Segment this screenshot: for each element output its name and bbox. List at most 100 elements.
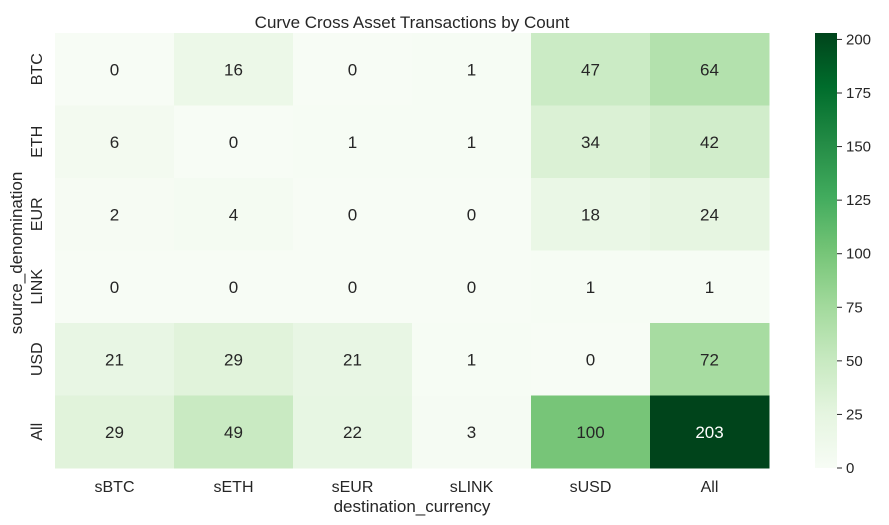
heatmap-cell [650,33,770,106]
colorbar-tick-label: 50 [846,353,863,370]
heatmap-cell [293,395,413,469]
cell-value-label: 1 [467,60,476,79]
heatmap-cell [55,323,175,396]
heatmap-cell [174,33,294,106]
cell-value-label: 16 [224,60,243,79]
heatmap-cell [293,105,413,179]
colorbar-gradient [815,33,837,468]
heatmap-cell [650,395,770,469]
y-tick-label: EUR [29,197,46,231]
x-tick-label: sLINK [450,479,494,496]
heatmap-cell [293,33,413,106]
cell-value-label: 72 [700,350,719,369]
heatmap-cell [293,178,413,251]
cell-value-label: 21 [343,350,362,369]
colorbar-tick-label: 150 [846,139,871,156]
x-tick-label: sBTC [95,479,135,496]
colorbar-tick-label: 25 [846,406,863,423]
heatmap-cell [412,395,532,469]
cell-value-label: 0 [110,60,119,79]
heatmap-cell [55,105,175,179]
heatmap-cell [531,105,651,179]
heatmap-cell [412,105,532,179]
colorbar-tick-label: 125 [846,192,871,209]
y-tick-labels: BTC ETH EUR LINK USD All [29,53,46,440]
heatmap-cell [650,178,770,251]
heatmap-cell [174,105,294,179]
heatmap-cell [293,250,413,324]
cell-value-label: 64 [700,60,719,79]
heatmap-cell [412,178,532,251]
cell-value-label: 0 [348,60,357,79]
heatmap-cell [531,250,651,324]
x-tick-label: sETH [214,479,254,496]
x-tick-label: All [701,479,719,496]
y-axis-label: source_denomination [7,172,26,335]
heatmap-cell [531,33,651,106]
heatmap-cell [174,395,294,469]
heatmap-cell [650,323,770,396]
cell-value-label: 4 [229,205,238,224]
heatmap-cell [650,105,770,179]
cell-value-label: 6 [110,133,119,152]
cell-value-label: 22 [343,423,362,442]
cell-value-label: 0 [229,278,238,297]
cell-value-label: 0 [348,205,357,224]
cell-value-label: 100 [576,423,604,442]
y-tick-label: USD [29,342,46,376]
heatmap-cell [531,395,651,469]
heatmap-cell [531,323,651,396]
cell-value-label: 0 [229,133,238,152]
heatmap-cell [412,33,532,106]
x-tick-labels: sBTC sETH sEUR sLINK sUSD All [95,479,719,496]
cell-value-label: 203 [695,423,723,442]
cell-value-label: 29 [224,350,243,369]
cell-value-label: 0 [348,278,357,297]
x-tick-label: sUSD [570,479,612,496]
y-tick-label: ETH [29,126,46,158]
cell-value-label: 2 [110,205,119,224]
cell-value-label: 24 [700,205,719,224]
heatmap-cell [174,323,294,396]
colorbar: 0 25 50 75 100 125 150 175 200 [815,31,871,477]
heatmap-cell [174,250,294,324]
heatmap-cell [531,178,651,251]
heatmap-cell [55,250,175,324]
colorbar-tick-label: 100 [846,246,871,263]
cell-value-label: 34 [581,133,600,152]
cell-value-label: 47 [581,60,600,79]
cell-value-label: 0 [110,278,119,297]
cell-value-label: 21 [105,350,124,369]
heatmap-cell [174,178,294,251]
heatmap-cell [55,395,175,469]
colorbar-tick-label: 0 [846,460,854,477]
cell-value-label: 29 [105,423,124,442]
cell-value-label: 0 [467,278,476,297]
cell-value-label: 1 [467,350,476,369]
cell-value-label: 1 [467,133,476,152]
cell-value-label: 0 [467,205,476,224]
heatmap-cell [293,323,413,396]
cell-value-label: 18 [581,205,600,224]
x-axis-label: destination_currency [334,497,491,516]
cell-value-label: 42 [700,133,719,152]
cell-value-label: 0 [586,350,595,369]
cell-value-label: 1 [586,278,595,297]
x-tick-label: sEUR [332,479,374,496]
cell-value-label: 1 [348,133,357,152]
colorbar-tick-label: 75 [846,299,863,316]
heatmap-cell [412,323,532,396]
cell-value-label: 3 [467,423,476,442]
heatmap-cell [55,178,175,251]
heatmap-cell [412,250,532,324]
colorbar-tick-label: 200 [846,31,871,48]
colorbar-tick-label: 175 [846,85,871,102]
y-tick-label: BTC [29,53,46,85]
y-tick-label: All [29,423,46,441]
heatmap-cells: 0 16 0 1 47 646 0 1 1 34 422 4 0 0 18 240 0 0 0 1 121 29 21 1 0 7… [55,33,770,469]
chart-title: Curve Cross Asset Transactions by Count [255,13,570,32]
y-tick-label: LINK [29,269,46,305]
heatmap-cell [55,33,175,106]
cell-value-label: 1 [705,278,714,297]
